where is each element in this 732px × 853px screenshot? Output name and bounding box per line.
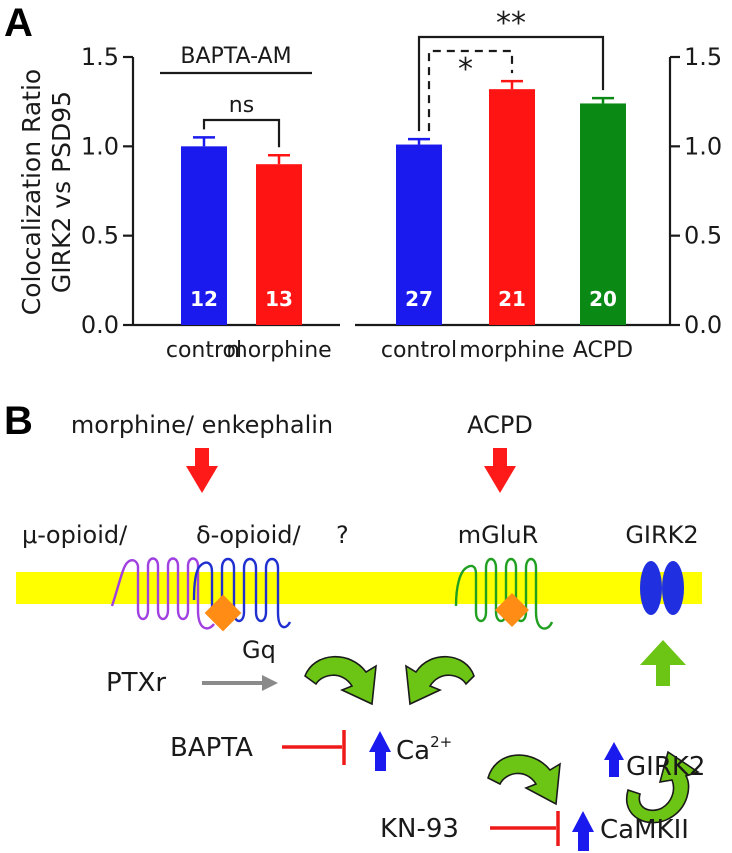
calcium-text: Ca: [396, 736, 430, 766]
green-curved-arrow-4: [625, 750, 700, 824]
significance-bracket: [427, 49, 514, 132]
y-axis-title-line1: Colocalization Ratio: [17, 69, 46, 315]
bar-control: [181, 146, 227, 325]
chart-bapta: 0.0 0.5 1.0 1.5 12 control 13 morphine BAPTA-AM n…: [81, 43, 340, 363]
mu-opioid-receptor-icon: [110, 557, 215, 630]
label-gq: Gq: [242, 636, 276, 664]
significance-bracket: [202, 118, 281, 148]
y-tick-label: 1.5: [684, 43, 722, 71]
green-up-arrow: [640, 640, 686, 686]
red-down-arrow-left: [186, 448, 218, 493]
y-axis-title-line2: GIRK2 vs PSD95: [47, 91, 76, 293]
bar-ACPD: [580, 103, 626, 325]
bar-control: [396, 144, 442, 325]
significance-label: ns: [229, 93, 254, 118]
gq-protein-mglur-icon: [495, 593, 529, 627]
blue-up-arrow-camkii: [572, 811, 594, 851]
bar-n-label: 13: [265, 287, 293, 311]
x-tick-label: morphine: [459, 338, 564, 363]
gq-protein-icon: [204, 594, 242, 632]
x-tick-label: ACPD: [573, 338, 633, 363]
significance-bracket: [417, 35, 605, 132]
label-camkii: CaMKII: [600, 815, 689, 845]
y-tick-label: 1.0: [81, 132, 119, 160]
blue-up-arrow-calcium: [369, 731, 391, 771]
y-tick-label: 0.0: [684, 311, 722, 339]
label-kn93: KN-93: [380, 814, 459, 844]
bar-n-label: 21: [498, 287, 526, 311]
label-unknown-receptor: ?: [336, 521, 349, 549]
green-curved-arrow-3: [487, 754, 561, 806]
x-tick-label: morphine: [226, 338, 331, 363]
label-mglur: mGluR: [458, 521, 539, 549]
inhibition-kn93: [490, 811, 560, 846]
panel-b-label: B: [4, 399, 33, 443]
bar-n-label: 20: [589, 287, 617, 311]
girk2-channel-icon: [640, 561, 684, 615]
inhibition-bapta: [282, 730, 346, 765]
x-tick-label: control: [166, 338, 242, 363]
delta-opioid-receptor-icon: [192, 557, 292, 629]
label-bapta: BAPTA: [170, 733, 253, 763]
label-girk2-channel: GIRK2: [625, 521, 698, 549]
significance-label: *: [458, 52, 473, 87]
bar-n-label: 12: [190, 287, 218, 311]
x-tick-label: control: [381, 338, 457, 363]
group-label: BAPTA-AM: [180, 44, 291, 69]
red-down-arrow-right: [484, 448, 516, 493]
label-delta-opioid: δ-opioid/: [196, 521, 302, 549]
green-curved-arrow-1: [304, 655, 377, 706]
y-tick-label: 0.5: [81, 222, 119, 250]
blue-up-arrow-girk2: [604, 742, 624, 777]
y-tick-label: 1.0: [684, 132, 722, 160]
bar-morphine: [256, 164, 302, 325]
significance-label: **: [496, 6, 526, 41]
agonist-acpd: ACPD: [467, 411, 533, 439]
cell-membrane: [16, 572, 702, 604]
y-tick-label: 0.0: [81, 311, 119, 339]
label-ptxr: PTXr: [106, 668, 166, 698]
mglur-receptor-icon: [454, 557, 554, 630]
label-mu-opioid: μ-opioid/: [22, 521, 128, 549]
calcium-superscript: 2+: [430, 733, 452, 751]
y-axis-title: Colocalization Ratio GIRK2 vs PSD95: [17, 69, 76, 315]
bar-n-label: 27: [405, 287, 433, 311]
agonist-morphine-enkephalin: morphine/ enkephalin: [71, 411, 333, 439]
bar-morphine: [489, 89, 535, 325]
green-curved-arrow-2: [405, 655, 475, 706]
y-tick-label: 0.5: [684, 222, 722, 250]
label-calcium: Ca2+: [396, 733, 452, 766]
label-girk2-up: GIRK2: [626, 752, 705, 782]
panel-a-label: A: [4, 1, 33, 45]
y-tick-label: 1.5: [81, 43, 119, 71]
